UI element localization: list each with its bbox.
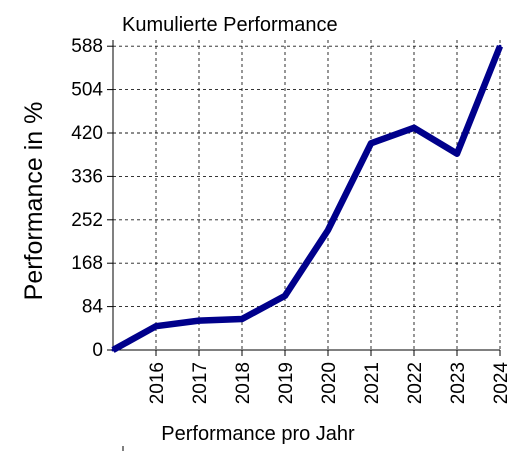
series-layer: [111, 44, 504, 353]
y-tick-label: 84: [82, 297, 104, 318]
x-tick-label: 2019: [276, 362, 297, 404]
y-tick-label: 252: [71, 210, 103, 231]
data-point: [498, 44, 502, 48]
y-tick-labels: 0 84 168 252 336 420 504 588: [71, 36, 103, 361]
axes: [107, 40, 501, 451]
x-tick-labels: 2016 2017 2018 2019 2020 2021 2022 2023 2024: [147, 362, 512, 405]
x-tick-label: 2017: [190, 362, 211, 404]
data-point: [326, 228, 330, 232]
x-axis-label: Performance pro Jahr: [161, 423, 355, 445]
x-tick-label: 2022: [405, 362, 426, 404]
series-line: [111, 44, 504, 353]
data-point: [197, 319, 201, 323]
y-tick-label: 504: [71, 80, 103, 101]
data-point: [240, 317, 244, 321]
x-tick-label: 2018: [233, 362, 254, 404]
x-tick-label: 2023: [448, 362, 469, 404]
data-point: [154, 324, 158, 328]
data-point: [412, 126, 416, 130]
x-tick-label: 2021: [362, 362, 383, 404]
y-tick-label: 420: [71, 123, 103, 144]
x-tick-label: 2024: [491, 362, 512, 405]
data-point: [369, 141, 373, 145]
y-tick-label: 336: [71, 166, 103, 187]
y-tick-label: 588: [71, 36, 103, 57]
chart-title: Kumulierte Performance: [122, 14, 338, 36]
data-point: [455, 152, 459, 156]
y-tick-label: 168: [71, 253, 103, 274]
data-point: [111, 348, 115, 352]
y-tick-label: 0: [92, 340, 103, 361]
data-point: [283, 294, 287, 298]
x-tick-label: 2016: [147, 362, 168, 404]
y-axis-label: Performance in %: [20, 102, 48, 301]
x-tick-label: 2020: [319, 362, 340, 404]
grid-lines: [113, 40, 501, 350]
